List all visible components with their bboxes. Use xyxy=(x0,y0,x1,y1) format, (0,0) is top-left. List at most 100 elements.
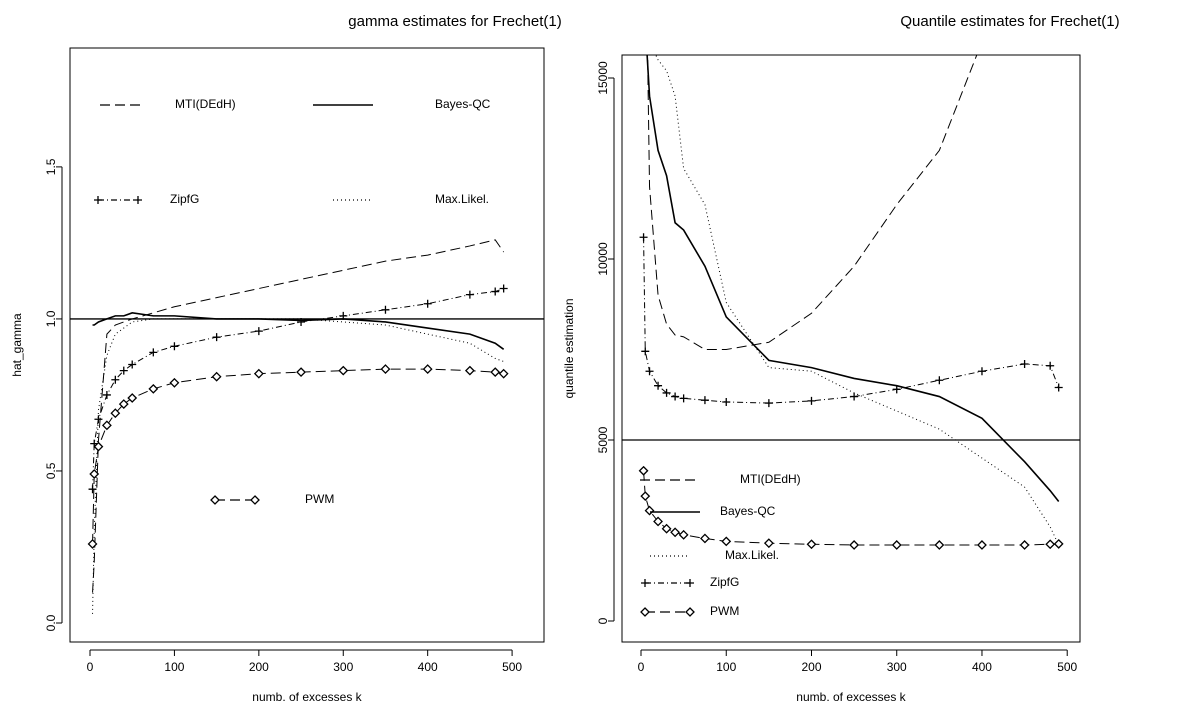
x-tick-label: 200 xyxy=(801,660,821,674)
point-marker xyxy=(212,333,221,342)
point-marker xyxy=(110,408,121,419)
point-marker xyxy=(679,394,688,403)
legend-marker xyxy=(210,495,220,505)
point-marker xyxy=(700,533,710,544)
point-marker xyxy=(211,371,222,382)
point-marker xyxy=(764,399,773,408)
series-line xyxy=(643,237,1060,404)
point-marker xyxy=(422,364,433,375)
point-marker xyxy=(491,287,500,296)
legend-marker xyxy=(686,579,694,587)
y-axis-label: quantile estimation xyxy=(562,298,576,398)
point-marker xyxy=(149,348,158,357)
point-marker xyxy=(464,365,475,376)
series-line xyxy=(92,318,504,614)
point-marker xyxy=(1053,538,1064,549)
y-tick-label: 0.5 xyxy=(44,462,58,479)
series-line xyxy=(646,55,1060,503)
point-marker xyxy=(253,368,264,379)
series-line xyxy=(647,55,978,350)
x-tick-label: 400 xyxy=(418,660,438,674)
panel: Quantile estimates for Frechet(1) numb. o… xyxy=(562,13,1119,704)
point-marker xyxy=(127,393,138,403)
point-marker xyxy=(806,539,817,550)
point-marker xyxy=(89,469,100,479)
point-marker xyxy=(170,342,179,351)
series-line xyxy=(655,55,1060,546)
point-marker xyxy=(700,396,709,405)
point-marker xyxy=(423,299,432,308)
legend-label: PWM xyxy=(710,604,739,618)
plot-frame xyxy=(69,47,545,643)
legend-marker xyxy=(250,495,260,505)
point-marker xyxy=(380,364,391,375)
point-marker xyxy=(1019,540,1030,550)
legend-label: Max.Likel. xyxy=(435,192,489,206)
legend-label: Bayes-QC xyxy=(720,504,776,518)
series-line xyxy=(92,312,505,350)
x-tick-label: 0 xyxy=(87,660,94,674)
legend-label: ZipfG xyxy=(170,192,199,206)
point-marker xyxy=(977,540,987,550)
panel: gamma estimates for Frechet(1) numb. of e… xyxy=(10,13,562,704)
legend-marker xyxy=(640,607,650,617)
point-marker xyxy=(148,383,159,394)
chart-title: Quantile estimates for Frechet(1) xyxy=(900,13,1119,30)
y-tick-label: 10000 xyxy=(596,242,610,276)
y-tick-label: 5000 xyxy=(596,426,610,453)
x-axis-label: numb. of excesses k xyxy=(796,690,906,704)
point-marker xyxy=(935,376,944,385)
x-tick-label: 500 xyxy=(1057,660,1077,674)
x-axis-label: numb. of excesses k xyxy=(252,690,362,704)
legend-label: Bayes-QC xyxy=(435,97,491,111)
point-marker xyxy=(102,390,111,399)
x-tick-label: 100 xyxy=(716,660,736,674)
point-marker xyxy=(381,305,390,314)
y-tick-label: 0 xyxy=(596,617,610,624)
point-marker xyxy=(638,465,649,476)
point-marker xyxy=(118,399,129,409)
point-marker xyxy=(111,375,120,384)
point-marker xyxy=(338,365,349,376)
point-marker xyxy=(661,523,672,534)
point-marker xyxy=(977,367,986,376)
legend-marker xyxy=(134,196,142,204)
legend-label: MTI(DEdH) xyxy=(740,472,801,486)
series-line xyxy=(92,239,505,593)
point-marker xyxy=(490,367,501,378)
legend-label: PWM xyxy=(305,492,334,506)
point-marker xyxy=(101,420,112,431)
y-tick-label: 1.5 xyxy=(44,158,58,175)
point-marker xyxy=(849,540,860,550)
point-marker xyxy=(296,367,306,378)
y-axis-label: hat_gamma xyxy=(10,313,24,377)
point-marker xyxy=(721,536,732,547)
point-marker xyxy=(850,392,859,401)
point-marker xyxy=(254,327,263,336)
point-marker xyxy=(654,381,663,390)
legend-marker xyxy=(94,196,102,204)
point-marker xyxy=(1054,383,1063,392)
x-tick-label: 100 xyxy=(164,660,184,674)
point-marker xyxy=(641,347,650,356)
point-marker xyxy=(807,396,816,405)
point-marker xyxy=(94,415,103,424)
plot-area xyxy=(70,239,544,614)
point-marker xyxy=(498,368,509,379)
point-marker xyxy=(93,441,104,452)
point-marker xyxy=(722,397,731,406)
x-tick-label: 0 xyxy=(638,660,645,674)
series-line xyxy=(92,288,504,490)
point-marker xyxy=(499,284,508,293)
point-marker xyxy=(763,538,774,549)
point-marker xyxy=(891,540,902,550)
x-tick-label: 200 xyxy=(249,660,269,674)
series-line xyxy=(643,470,1059,546)
y-tick-label: 15000 xyxy=(596,61,610,95)
point-marker xyxy=(934,540,945,550)
plot-area xyxy=(622,55,1080,550)
point-marker xyxy=(640,491,651,502)
x-tick-label: 300 xyxy=(887,660,907,674)
point-marker xyxy=(128,360,137,369)
legend-label: MTI(DEdH) xyxy=(175,97,236,111)
